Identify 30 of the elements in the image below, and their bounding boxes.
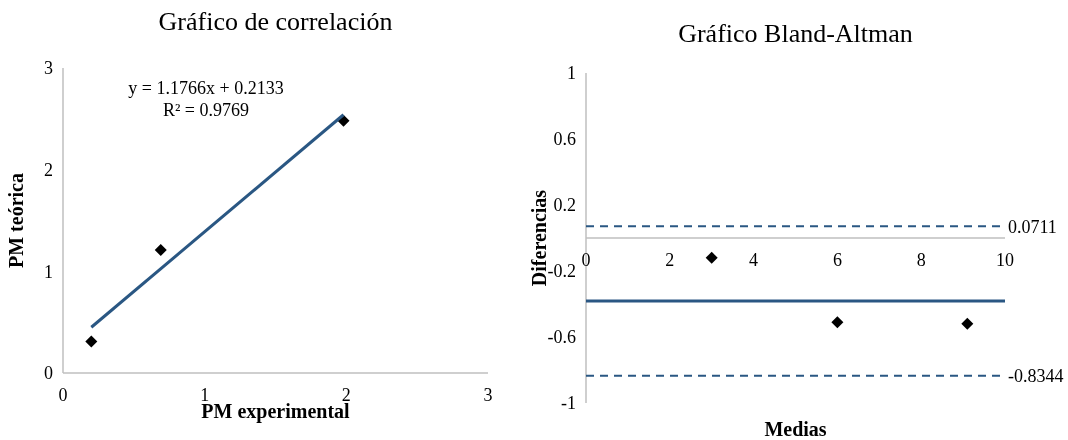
y-tick-label: 2 (44, 159, 53, 180)
y-tick-label: 0 (44, 363, 53, 384)
y-tick-label: -0.2 (547, 261, 576, 282)
y-tick-label: 1 (567, 63, 576, 84)
chart-title: Gráfico Bland-Altman (678, 19, 913, 48)
annotation: R² = 0.9769 (162, 100, 250, 120)
chart-title: Gráfico de correlación (158, 7, 393, 36)
ref-line-label: 0.0711 (1008, 216, 1057, 237)
x-axis-title: Medias (764, 418, 827, 440)
point (961, 317, 974, 330)
point (154, 243, 167, 256)
point (705, 251, 718, 264)
annotation: y = 1.1766x + 0.2133 (128, 78, 284, 98)
x-tick-label: 8 (916, 250, 926, 270)
point (85, 335, 98, 348)
x-tick-label: 3 (483, 385, 493, 405)
x-tick-label: 2 (665, 250, 675, 270)
y-tick-label: -0.6 (547, 327, 576, 348)
y-tick-label: 0.6 (553, 129, 576, 150)
y-tick-label: 0.2 (553, 195, 576, 216)
y-tick-label: 3 (44, 58, 53, 79)
y-axis-title: PM teórica (5, 173, 27, 268)
x-tick-label: 10 (996, 250, 1014, 270)
x-tick-label: 0 (581, 250, 591, 270)
y-tick-label: -1 (561, 393, 576, 414)
x-tick-label: 0 (58, 385, 68, 405)
x-tick-label: 4 (749, 250, 759, 270)
point (831, 316, 844, 329)
ref-line-label: -0.8344 (1008, 365, 1064, 386)
x-tick-label: 6 (832, 250, 842, 270)
